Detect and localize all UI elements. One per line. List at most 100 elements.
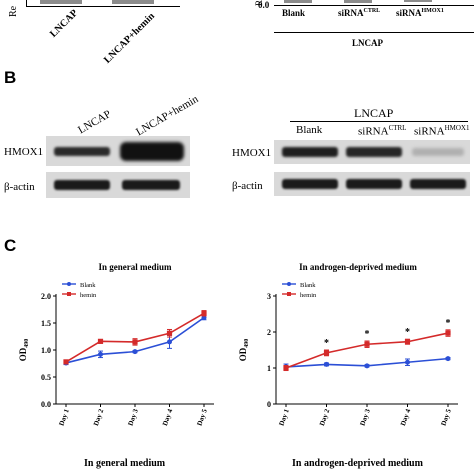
chart-y-label: OD490 [18,339,30,362]
data-point-hemin [63,359,69,365]
legend-label: Blank [300,282,316,289]
panel-a-right-x-tick-text: siRNA [338,8,364,18]
panel-b-right-lane-sup: HMOX1 [444,124,470,132]
panel-c-bottom-caption: In androgen-deprived medium [292,458,423,469]
blot-band [122,180,180,190]
chart-x-tick-label: Day 5 [439,407,453,426]
panel-a-right-x-tick: siRNACTRL [338,8,380,18]
chart-y-label: OD490 [238,339,250,362]
chart-y-tick-label: 0.0 [41,400,51,409]
data-point-hemin [364,341,370,347]
significance-star: * [365,329,370,340]
chart-x-tick-label: Day 2 [318,407,332,426]
panel-b-left-lane-label: LNCAP+hemin [134,93,201,139]
chart-title: In general medium [99,262,173,272]
blot-band [120,142,184,161]
data-point-Blank [98,351,103,357]
chart-title: In androgen-deprived medium [299,262,417,272]
panel-b-right-lane-text: siRNA [358,125,389,138]
data-point-hemin [97,338,104,344]
panel-b-right-group-label: LNCAP [354,106,394,120]
panel-a-right-x-tick: Blank [282,8,305,18]
data-point-Blank [324,361,329,367]
panel-b-right-lane-text: Blank [296,124,323,136]
chart-x-tick-label: Day 3 [126,407,140,426]
chart-y-tick-label: 0.5 [41,373,51,382]
panel-a-right-bar [344,0,372,3]
chart-x-tick-label: Day 2 [92,407,106,426]
legend-marker [287,292,291,296]
chart-x-tick-label: Day 1 [57,407,71,426]
panel-a-left-x-tick: LNCAP+hemin [102,10,158,66]
panel-a-left-bar [112,0,154,4]
chart-x-tick-label: Day 4 [399,407,413,426]
panel-a-right-x-tick: siRNAHMOX1 [396,8,444,18]
data-point-hemin [445,330,451,336]
chart-y-tick-label: 1.5 [41,319,51,328]
data-point-hemin [166,330,173,336]
panel-a-right-x-tick-text: siRNA [396,8,422,18]
panel-b-right-row-label: HMOX1 [232,147,272,159]
chart-x-tick-label: Day 3 [358,407,372,426]
panel-c-charts: In general medium 0.0 0.5 1.0 1.5 2.0 OD490 Day… [18,262,458,427]
chart-x-tick-label: Day 1 [277,407,291,426]
data-point-Blank [167,339,172,345]
panel-a-right-tick: 0.0 [258,0,270,10]
data-point-Blank [132,349,138,355]
panel-b-left-row-label: HMOX1 [4,146,44,158]
significance-star: * [446,318,451,329]
chart-y-tick-label: 2.0 [41,292,51,301]
chart-x-tick-label: Day 5 [195,407,209,426]
legend-label: hemin [300,292,317,299]
panel-a-right-group-label: LNCAP [352,38,383,48]
series-line-hemin [65,312,205,363]
data-point-hemin [201,310,207,316]
panel-a-right-bar [404,0,432,2]
data-point-hemin [132,339,138,345]
blot-band [410,179,466,189]
panel-a-left-x-axis [26,6,180,7]
chart-x-tick-label: Day 4 [161,407,175,426]
panel-b-left-blot-hmox1 [46,136,190,166]
blot-band [54,180,110,190]
panel-b-right-blot-hmox1 [274,140,470,164]
panel-c-letter: C [4,236,17,255]
blot-band [282,179,338,189]
blot-band [346,179,402,189]
panel-b-right-group-line [290,121,468,122]
panel-a-right-x-tick-sup: CTRL [363,8,381,14]
data-point-Blank [364,363,370,369]
blot-band [346,147,402,157]
panel-a-left-ylabel-text: Re [8,5,20,18]
data-point-Blank [405,359,410,365]
legend-marker [287,282,291,286]
chart-y-tick-label: 1 [267,364,271,373]
significance-star: * [324,338,329,349]
panel-a-left-ylabel: Re [8,0,22,36]
chart-y-tick-label: 1.0 [41,346,51,355]
panel-c-bottom-caption: In general medium [84,458,166,469]
panel-a-right-bar [284,0,312,3]
legend-label: Blank [80,282,96,289]
panel-a-left-axis [26,0,27,6]
panel-b-left-blot-actin [46,172,190,198]
panel-b-right-blot-actin [274,172,470,196]
legend-marker [67,292,71,296]
legend-marker [67,282,71,286]
panel-b-letter: B [4,68,17,87]
chart-y-tick-label: 0 [267,400,271,409]
data-point-hemin [323,350,330,356]
blot-band [412,148,464,156]
blot-band [54,147,110,156]
significance-star: * [405,327,410,338]
panel-a-left-x-tick: LNCAP [48,7,81,40]
blot-band [282,147,338,157]
panel-b-right-lane-sup: CTRL [388,124,407,132]
panel-b-right-lane-text: siRNA [414,125,445,138]
panel-a-right-x-axis [274,5,474,6]
panel-a-left-bar [40,0,82,4]
data-point-hemin [283,365,289,371]
panel-b-right-lane-label: siRNACTRL [358,124,406,138]
panel-b-right-row-label: β-actin [232,180,263,192]
data-point-Blank [445,356,451,362]
